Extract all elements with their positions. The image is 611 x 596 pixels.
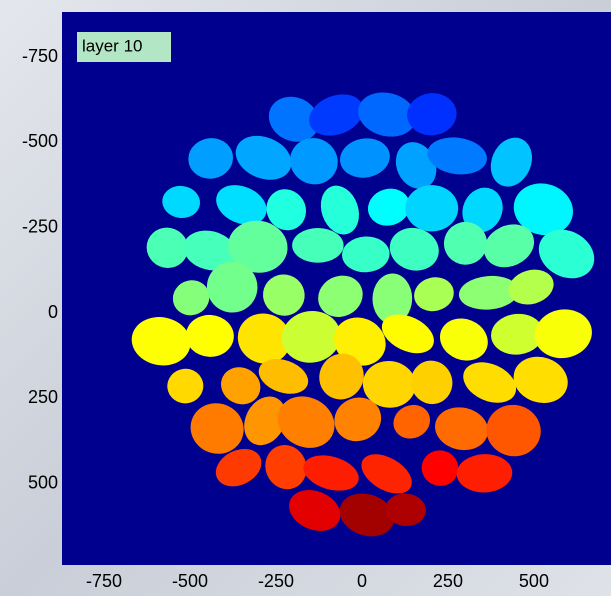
y-tick-label: 500 bbox=[28, 473, 58, 493]
y-tick-label: 0 bbox=[48, 302, 58, 322]
x-tick-label: 0 bbox=[357, 571, 367, 591]
x-tick-label: 500 bbox=[519, 571, 549, 591]
x-tick-label: -500 bbox=[172, 571, 208, 591]
y-tick-label: -750 bbox=[22, 46, 58, 66]
x-tick-label: 250 bbox=[433, 571, 463, 591]
plot-area bbox=[62, 12, 611, 565]
y-tick-label: -250 bbox=[22, 216, 58, 236]
y-tick-label: -500 bbox=[22, 131, 58, 151]
y-tick-label: 250 bbox=[28, 387, 58, 407]
page: layer 10 -750 -500 -250 0 250 500 -750 -500 -250… bbox=[0, 0, 611, 596]
chart: layer 10 -750 -500 -250 0 250 500 -750 -500 -250… bbox=[0, 0, 611, 596]
annotation: layer 10 bbox=[82, 36, 142, 55]
x-tick-label: -250 bbox=[258, 571, 294, 591]
cell bbox=[405, 185, 458, 231]
x-tick-label: -750 bbox=[86, 571, 122, 591]
cell bbox=[292, 228, 343, 263]
